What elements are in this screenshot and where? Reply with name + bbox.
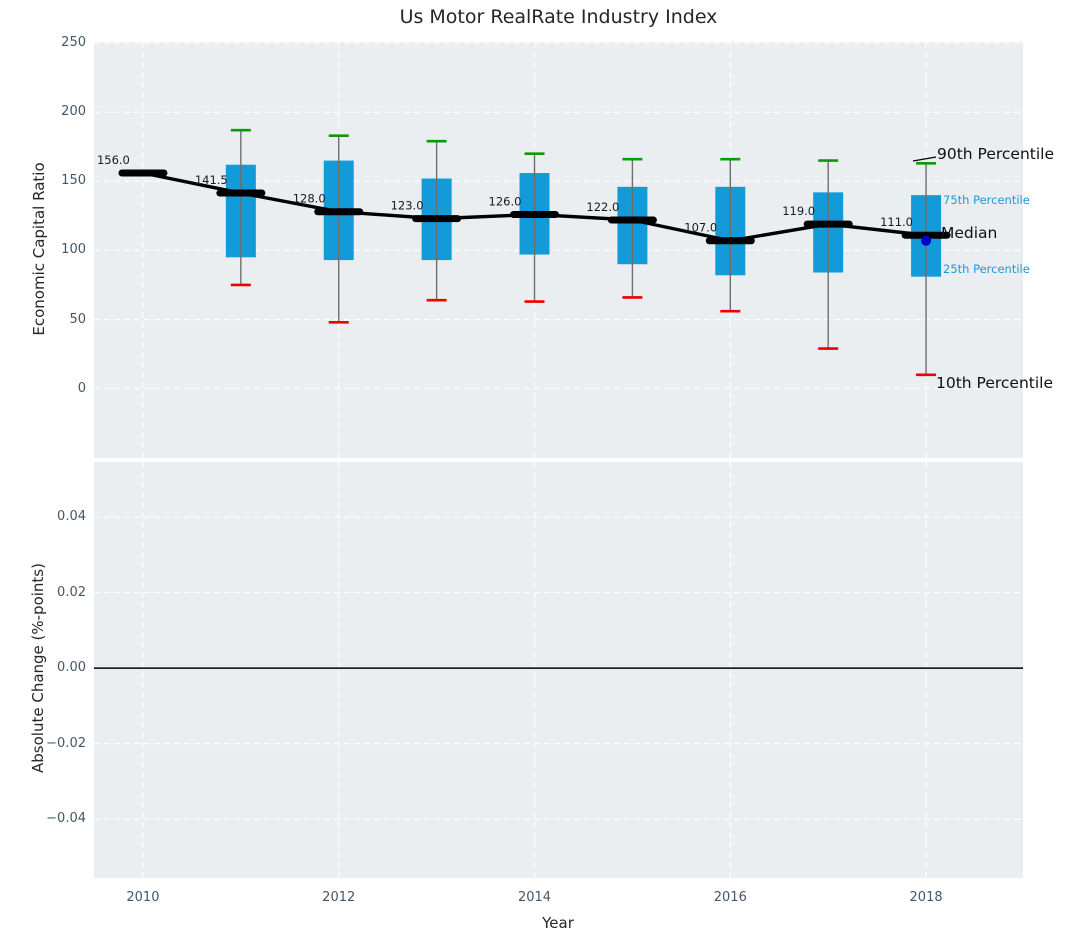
annotation-leader-90th: [912, 156, 937, 162]
annotation-25th-percentile: 25th Percentile: [943, 262, 1030, 276]
y-tick-label-bottom: 0.00: [57, 660, 86, 676]
annotation-median: Median: [941, 224, 998, 242]
median-value-label-2010: 156.0: [97, 153, 130, 167]
y-tick-label-top: 0: [77, 380, 86, 396]
y-tick-label-bottom: 0.04: [57, 509, 86, 525]
median-value-label-2014: 126.0: [489, 194, 522, 208]
y-tick-label-bottom: 0.02: [57, 584, 86, 600]
y-tick-label-top: 250: [61, 35, 86, 51]
median-value-label-2012: 128.0: [293, 192, 326, 206]
series-point-adient-plc: [921, 235, 932, 246]
median-value-label-2013: 123.0: [391, 199, 424, 213]
x-tick-label: 2014: [517, 890, 552, 905]
boxplot-canvas: 156.0 141.5 128.0 123.0 126.0 122.0 107.0 119.0…: [94, 42, 1023, 458]
y-tick-label-top: 100: [61, 242, 86, 258]
x-axis-label: Year: [542, 914, 574, 932]
annotation-75th-percentile: 75th Percentile: [943, 193, 1030, 207]
chart-title: Us Motor RealRate Industry Index: [399, 6, 718, 28]
median-value-label-2018: 111.0: [880, 215, 913, 229]
y-tick-label-top: 150: [61, 173, 86, 189]
y-tick-label-top: 200: [61, 104, 86, 120]
y-tick-label-top: 50: [69, 311, 86, 327]
x-tick-label: 2016: [713, 890, 747, 905]
y-tick-label-bottom: −0.04: [46, 811, 86, 827]
median-value-label-2015: 122.0: [586, 200, 619, 214]
annotation-90th-percentile: 90th Percentile: [937, 145, 1055, 163]
bottom-axes-absolute-change: [94, 462, 1023, 878]
x-tick-label: 2018: [909, 890, 943, 905]
x-tick-label: 2012: [322, 890, 356, 905]
change-canvas: [94, 462, 1023, 878]
x-tick-label: 2010: [126, 890, 160, 905]
median-value-label-2016: 107.0: [684, 221, 717, 235]
y-tick-label-bottom: −0.02: [46, 735, 86, 751]
median-value-label-2011: 141.5: [195, 173, 228, 187]
annotation-10th-percentile: 10th Percentile: [936, 374, 1054, 392]
median-value-label-2017: 119.0: [782, 204, 815, 218]
top-axes-boxplot: 156.0 141.5 128.0 123.0 126.0 122.0 107.0 119.0…: [94, 42, 1023, 458]
